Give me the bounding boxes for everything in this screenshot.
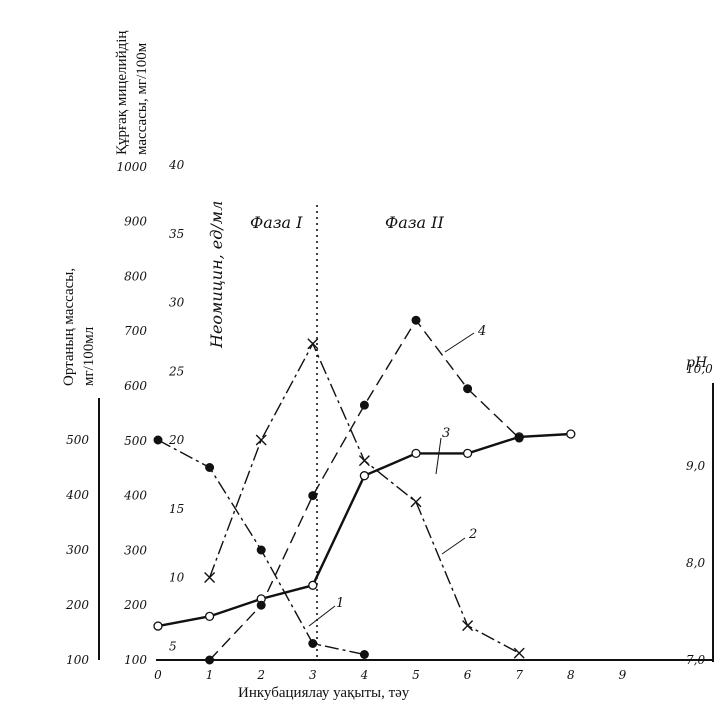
series-3-point bbox=[153, 621, 163, 631]
phase-label-2: Фаза II bbox=[385, 213, 444, 232]
series-2-point bbox=[410, 496, 422, 508]
medium-tick-label: 100 bbox=[66, 653, 89, 667]
series-4-point bbox=[308, 491, 318, 501]
series-2-point bbox=[307, 338, 319, 350]
x-tick-label: 7 bbox=[515, 668, 523, 682]
neomycin-tick-label: 5 bbox=[169, 639, 177, 653]
ph-axis-title: pH bbox=[686, 355, 708, 371]
neomycin-tick-label: 30 bbox=[169, 296, 185, 310]
series-3-point bbox=[566, 429, 576, 439]
series-1-point bbox=[205, 463, 215, 472]
mycelium-tick-label: 200 bbox=[123, 598, 147, 612]
series-1-point bbox=[256, 545, 266, 555]
x-tick-label: 5 bbox=[412, 668, 420, 682]
series-2-point bbox=[255, 434, 267, 446]
series-2-leader bbox=[441, 537, 466, 555]
series-1-point bbox=[308, 639, 318, 648]
series-4-point bbox=[514, 433, 524, 443]
mycelium-tick-label: 900 bbox=[124, 215, 147, 229]
neomycin-axis-title: Неомицин, ед/мл bbox=[207, 201, 226, 349]
series-1-label: 1 bbox=[336, 596, 344, 611]
series-2-point bbox=[358, 455, 370, 467]
series-2-point bbox=[204, 572, 216, 583]
series-labels: 1 2 3 4 bbox=[308, 324, 486, 627]
series-3-point bbox=[462, 448, 473, 459]
series-4-leader bbox=[444, 332, 475, 353]
x-tick-label: 9 bbox=[619, 668, 627, 682]
series-1-point bbox=[359, 650, 369, 659]
ph-tick-label: 7,0 bbox=[686, 653, 705, 667]
series-2-point bbox=[462, 620, 474, 632]
medium-tick-label: 500 bbox=[66, 433, 89, 447]
series-3-label: 3 bbox=[442, 426, 450, 441]
ph-tick-label: 10,0 bbox=[686, 362, 713, 376]
mycelium-tick-label: 800 bbox=[124, 269, 147, 283]
mycelium-tick-label: 700 bbox=[124, 324, 147, 338]
medium-tick-label: 400 bbox=[65, 488, 89, 502]
series-3-point bbox=[204, 611, 215, 621]
series-3-point bbox=[411, 448, 421, 459]
mycelium-tick-label: 100 bbox=[124, 653, 147, 667]
series-2-point bbox=[513, 647, 525, 659]
series-4-point bbox=[205, 655, 215, 665]
series-2-line bbox=[208, 342, 520, 654]
data-series bbox=[157, 318, 571, 661]
neomycin-tick-label: 25 bbox=[168, 364, 184, 378]
medium-tick-label: 200 bbox=[65, 598, 89, 612]
phase-label-1: Фаза I bbox=[250, 213, 303, 232]
x-tick-label: 2 bbox=[256, 668, 265, 682]
x-tick-label: 1 bbox=[206, 668, 214, 682]
ph-tick-label: 8,0 bbox=[686, 556, 705, 570]
neomycin-tick-label: 10 bbox=[169, 571, 185, 585]
series-4-point bbox=[463, 384, 473, 394]
x-tick-label: 8 bbox=[567, 668, 575, 682]
series-4-point bbox=[411, 315, 421, 325]
series-3-point bbox=[359, 471, 370, 481]
ph-tick-label: 9,0 bbox=[686, 459, 705, 473]
x-axis-title: Инкубациялау уақыты, тәу bbox=[238, 685, 410, 701]
series-4-point bbox=[256, 600, 266, 610]
series-3-leader bbox=[435, 437, 442, 475]
series-1-point bbox=[153, 435, 163, 445]
series-3-point bbox=[308, 580, 318, 590]
x-tick-label: 0 bbox=[154, 668, 162, 682]
mycelium-tick-label: 300 bbox=[124, 543, 147, 557]
medium-axis-title-2: мг/100мл bbox=[81, 326, 97, 386]
x-tick-label: 4 bbox=[360, 668, 369, 682]
series-1-leader bbox=[308, 605, 336, 627]
mycelium-tick-label: 400 bbox=[123, 489, 147, 503]
medium-axis-title-1: Ортаның массасы, bbox=[61, 268, 77, 386]
neomycin-tick-label: 20 bbox=[168, 433, 185, 447]
mycelium-tick-label: 500 bbox=[124, 434, 147, 448]
data-markers bbox=[153, 315, 576, 665]
mycelium-tick-label: 600 bbox=[124, 379, 147, 393]
x-tick-label: 6 bbox=[464, 668, 472, 682]
mycelium-axis-title-1: Құрғақ мицелийдің bbox=[114, 31, 130, 155]
series-2-label: 2 bbox=[468, 527, 477, 542]
neomycin-tick-label: 15 bbox=[169, 502, 184, 516]
neomycin-tick-label: 40 bbox=[168, 158, 185, 172]
series-3-line bbox=[157, 432, 571, 628]
medium-tick-label: 300 bbox=[66, 543, 89, 557]
neomycin-tick-label: 35 bbox=[169, 227, 184, 241]
mycelium-tick-label: 1000 bbox=[116, 160, 147, 174]
series-4-label: 4 bbox=[477, 324, 486, 339]
mycelium-axis-title-2: массасы, мг/100м bbox=[134, 42, 150, 155]
tick-labels: 0 1 2 3 4 5 6 7 8 9 100 200 300 400 500 600 700 800 900 100… bbox=[65, 158, 713, 682]
series-4-point bbox=[359, 400, 369, 410]
series-4-line bbox=[209, 318, 520, 661]
x-tick-label: 3 bbox=[309, 668, 317, 682]
